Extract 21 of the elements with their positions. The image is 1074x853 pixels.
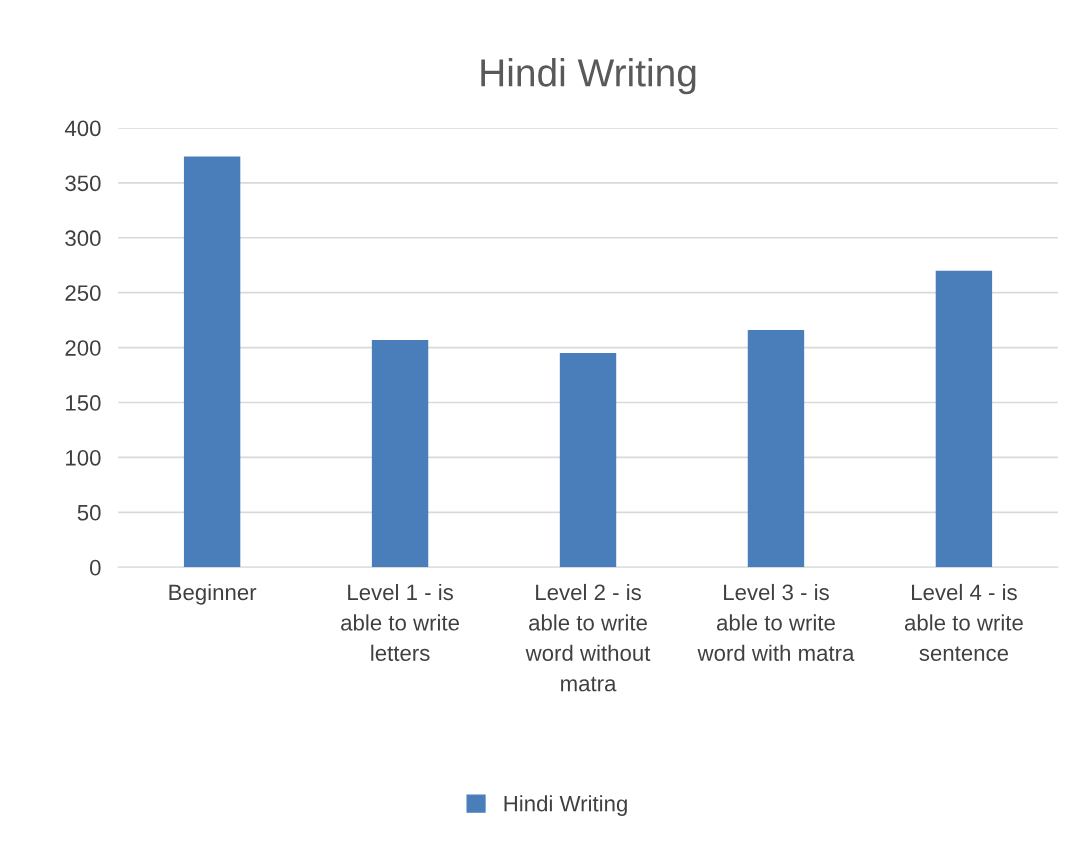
x-tick-label: Level 1 - is able to write letters bbox=[341, 583, 459, 661]
y-tick-label: 50 bbox=[77, 504, 101, 521]
chart-title: Hindi Writing bbox=[481, 58, 696, 95]
bar bbox=[935, 270, 993, 568]
y-tick-label: 350 bbox=[65, 175, 101, 192]
legend-label: Hindi Writing bbox=[504, 795, 627, 816]
bar bbox=[747, 330, 805, 568]
bar bbox=[183, 156, 241, 568]
x-tick-label: Level 2 - is able to write word without matra bbox=[525, 583, 651, 692]
y-tick-label: 150 bbox=[66, 395, 101, 411]
y-tick-label: 0 bbox=[89, 559, 101, 576]
y-tick-label: 400 bbox=[64, 120, 101, 137]
y-tick-label: 300 bbox=[65, 230, 101, 247]
y-tick-label: 250 bbox=[65, 285, 101, 301]
bar bbox=[559, 353, 617, 568]
x-tick-label: Level 3 - is able to write word with matra bbox=[697, 583, 855, 661]
bar bbox=[371, 339, 429, 568]
x-tick-label: Beginner bbox=[169, 583, 257, 605]
y-tick-label: 200 bbox=[65, 340, 101, 356]
x-tick-label: Level 4 - is able to write sentence bbox=[904, 583, 1023, 661]
y-tick-label: 100 bbox=[66, 449, 101, 466]
